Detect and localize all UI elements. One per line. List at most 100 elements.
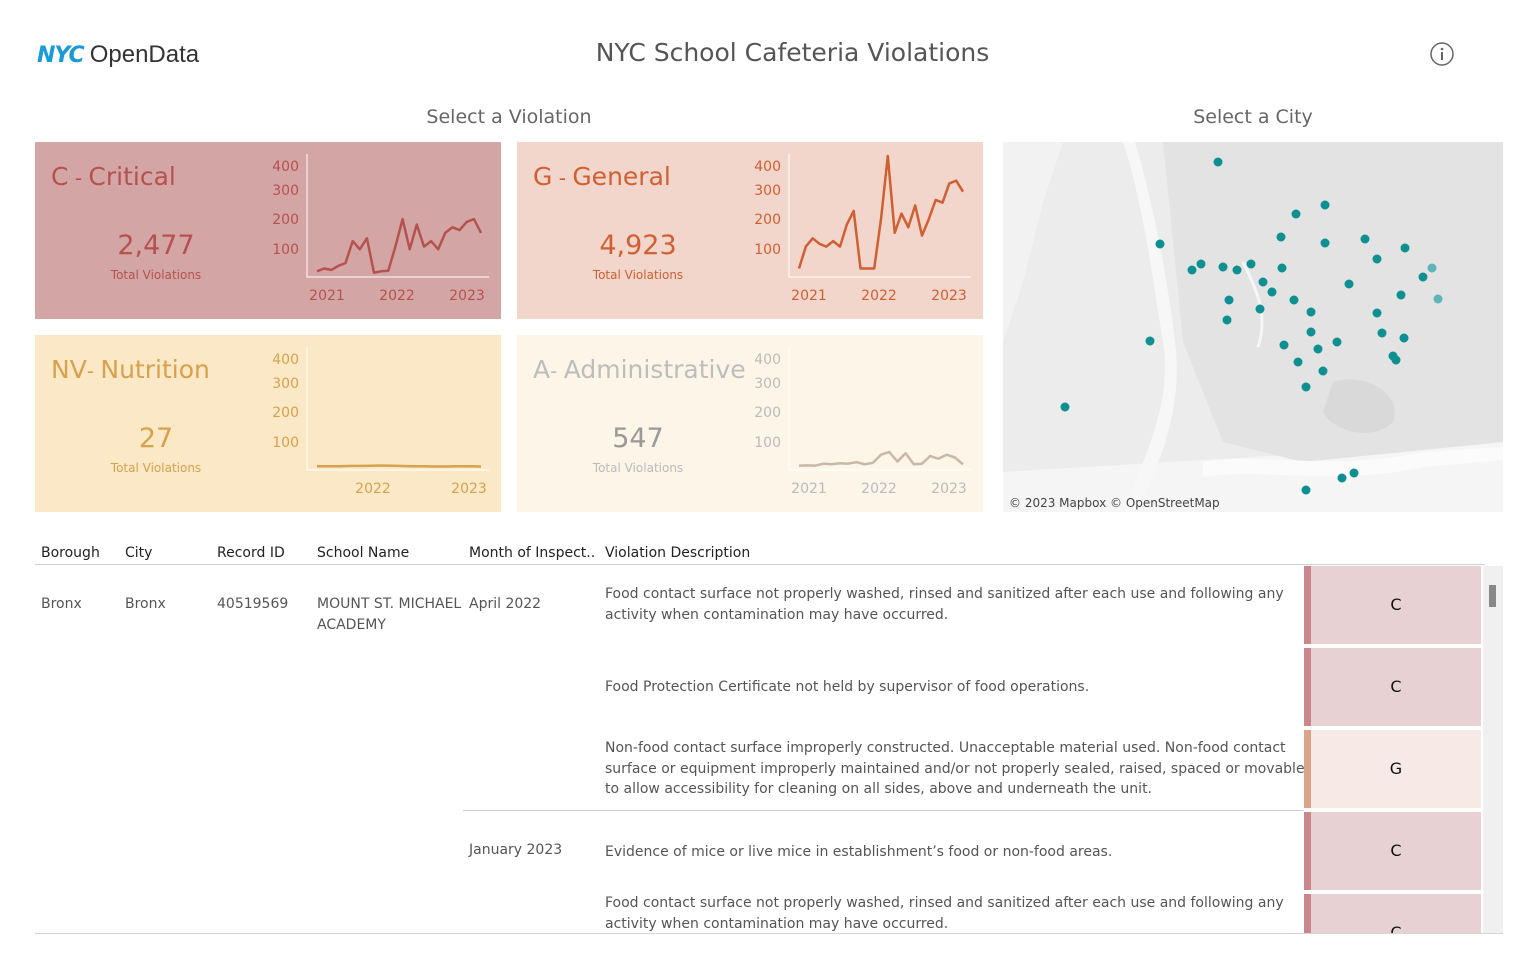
map-city-dot[interactable] — [1318, 366, 1328, 376]
card-code: A — [533, 355, 551, 384]
map-city-dot[interactable] — [1276, 232, 1286, 242]
map-city-dot[interactable] — [1306, 327, 1316, 337]
grade-letter: C — [1390, 923, 1402, 933]
card-code: G — [533, 162, 553, 191]
page-title: NYC School Cafeteria Violations — [595, 38, 990, 67]
card-total-label: Total Violations — [110, 461, 202, 475]
map-city-dot[interactable] — [1360, 234, 1370, 244]
grade-letter: C — [1390, 595, 1402, 614]
grade-fill — [1311, 648, 1481, 726]
map-city-dot[interactable] — [1060, 402, 1070, 412]
sparkline-x-tick: 2023 — [449, 288, 485, 304]
table-body[interactable]: Bronx Bronx 40519569 MOUNT ST. MICHAEL A… — [0, 566, 1539, 933]
sparkline-x-tick: 2023 — [931, 288, 967, 304]
map-city-dot[interactable] — [1396, 290, 1406, 300]
map-city-dot[interactable] — [1320, 200, 1330, 210]
map-city-dot[interactable] — [1187, 265, 1197, 275]
city-map[interactable]: © 2023 Mapbox © OpenStreetMap — [1003, 142, 1503, 512]
sparkline-y-tick: 200 — [272, 212, 299, 228]
column-header-month[interactable]: Month of Inspect.. — [469, 545, 596, 561]
map-city-dot[interactable] — [1213, 157, 1223, 167]
card-title: G - General — [533, 162, 671, 191]
map-city-dot[interactable] — [1291, 209, 1301, 219]
map-city-dot[interactable] — [1372, 308, 1382, 318]
map-city-dot[interactable] — [1246, 259, 1256, 269]
card-name: General — [572, 162, 671, 191]
map-city-dot[interactable] — [1279, 340, 1289, 350]
map-city-dot[interactable] — [1258, 277, 1268, 287]
violation-card-administrative[interactable]: A- Administrative 547 Total Violations 400 3… — [517, 335, 983, 512]
map-city-dot[interactable] — [1399, 333, 1409, 343]
sparkline-y-tick: 300 — [754, 183, 781, 199]
map-city-dot[interactable] — [1377, 328, 1387, 338]
map-city-dot[interactable] — [1320, 238, 1330, 248]
sparkline-y-tick: 300 — [754, 376, 781, 392]
grade-fill — [1311, 812, 1481, 890]
row-divider — [463, 810, 1303, 811]
map-city-dot[interactable] — [1337, 473, 1347, 483]
grade-letter: C — [1390, 841, 1402, 860]
grade-letter: C — [1390, 677, 1402, 696]
card-separator: - — [68, 166, 89, 190]
violation-card-critical[interactable]: C - Critical 2,477 Total Violations 400 300 2… — [35, 142, 501, 319]
map-city-dot[interactable] — [1218, 262, 1228, 272]
map-city-dot[interactable] — [1306, 307, 1316, 317]
map-city-dot[interactable] — [1155, 239, 1165, 249]
card-sparkline: 400 300 200 100 2021 2022 2023 — [754, 347, 971, 497]
table-scrollbar[interactable] — [1483, 566, 1503, 934]
map-city-dot[interactable] — [1277, 263, 1287, 273]
scrollbar-thumb[interactable] — [1489, 585, 1496, 607]
violation-description: Evidence of mice or live mice in establi… — [605, 844, 1113, 860]
map-city-dot[interactable] — [1293, 357, 1303, 367]
violation-description: Food contact surface not properly washed… — [605, 895, 1284, 932]
map-city-dot[interactable] — [1222, 315, 1232, 325]
info-circle-icon[interactable] — [1430, 42, 1454, 66]
sparkline-axes — [788, 154, 971, 278]
map-city-dot[interactable] — [1289, 295, 1299, 305]
violation-card-nutrition[interactable]: NV- Nutrition 27 Total Violations 400 300 200… — [35, 335, 501, 512]
map-city-dot[interactable] — [1372, 254, 1382, 264]
map-city-dot[interactable] — [1224, 295, 1234, 305]
map-city-dot[interactable] — [1433, 294, 1443, 304]
nyc-opendata-logo[interactable]: NYC OpenData — [37, 40, 199, 70]
column-header-school-name[interactable]: School Name — [317, 545, 410, 561]
map-city-dot[interactable] — [1301, 485, 1311, 495]
map-city-dot[interactable] — [1313, 344, 1323, 354]
map-city-dot[interactable] — [1400, 243, 1410, 253]
map-city-dot[interactable] — [1418, 272, 1428, 282]
map-city-dot[interactable] — [1232, 265, 1242, 275]
map-city-dot[interactable] — [1332, 337, 1342, 347]
violation-grade-cell[interactable]: G — [1304, 730, 1481, 808]
map-city-dot[interactable] — [1267, 287, 1277, 297]
violation-grade-cell[interactable]: C — [1304, 566, 1481, 644]
map-city-dot[interactable] — [1391, 355, 1401, 365]
sparkline-y-tick: 300 — [272, 376, 299, 392]
column-header-borough[interactable]: Borough — [41, 545, 100, 561]
card-total: 547 — [612, 423, 664, 454]
sparkline-axes — [306, 154, 489, 278]
sparkline-x-tick: 2023 — [451, 481, 487, 497]
column-header-violation-description[interactable]: Violation Description — [605, 545, 751, 561]
cell-record-id: 40519569 — [217, 596, 289, 612]
sparkline-y-tick: 300 — [272, 183, 299, 199]
sparkline-series — [317, 464, 482, 468]
map-city-dot[interactable] — [1301, 382, 1311, 392]
violation-grade-cell[interactable]: C — [1304, 648, 1481, 726]
violation-grade-cell[interactable]: C — [1304, 894, 1481, 933]
card-sparkline: 400 300 200 100 2022 2023 — [272, 347, 489, 497]
column-header-record-id[interactable]: Record ID — [217, 545, 285, 561]
violation-card-general[interactable]: G - General 4,923 Total Violations 400 300 20… — [517, 142, 983, 319]
map-city-dot[interactable] — [1255, 304, 1265, 314]
map-city-dot[interactable] — [1427, 263, 1437, 273]
card-total: 27 — [138, 423, 174, 454]
card-sparkline: 400 300 200 100 2021 2022 2023 — [272, 154, 489, 304]
column-header-city[interactable]: City — [125, 545, 153, 561]
sparkline-series — [798, 450, 964, 467]
map-city-dot[interactable] — [1349, 468, 1359, 478]
violation-grade-cell[interactable]: C — [1304, 812, 1481, 890]
card-separator: - — [86, 359, 101, 383]
map-city-dot[interactable] — [1344, 279, 1354, 289]
map-city-dot[interactable] — [1196, 259, 1206, 269]
grade-fill — [1311, 730, 1481, 808]
map-city-dot[interactable] — [1145, 336, 1155, 346]
